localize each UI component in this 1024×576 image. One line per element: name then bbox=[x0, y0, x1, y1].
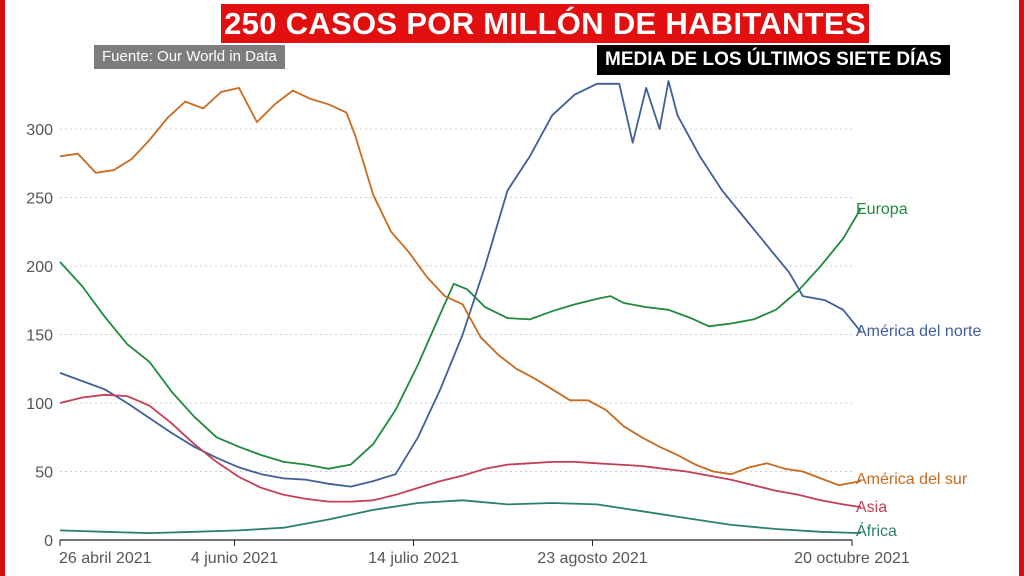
left-frame-border bbox=[0, 0, 5, 576]
series-line-america-del-norte bbox=[59, 80, 862, 488]
y-tick-label: 100 bbox=[26, 396, 53, 413]
x-tick-label: 26 abril 2021 bbox=[59, 550, 152, 567]
y-tick-label: 50 bbox=[35, 465, 53, 482]
series-line-america-del-sur bbox=[59, 87, 862, 487]
series-label-america-del-sur: América del sur bbox=[856, 471, 968, 488]
x-tick-label: 23 agosto 2021 bbox=[537, 550, 647, 567]
series-line-europa bbox=[59, 208, 862, 470]
x-tick-label: 20 octubre 2021 bbox=[794, 550, 910, 567]
y-tick-label: 150 bbox=[26, 328, 53, 345]
x-tick-label: 14 julio 2021 bbox=[368, 550, 459, 567]
source-label: Fuente: Our World in Data bbox=[94, 45, 285, 69]
series-label-asia: Asia bbox=[856, 499, 887, 516]
chart-title: 250 CASOS POR MILLÓN DE HABITANTES bbox=[221, 4, 869, 43]
y-tick-label: 200 bbox=[26, 259, 53, 276]
right-frame-border bbox=[1019, 0, 1024, 576]
series-label-europa: Europa bbox=[856, 201, 908, 218]
y-tick-label: 250 bbox=[26, 191, 53, 208]
y-tick-label: 300 bbox=[26, 122, 53, 139]
series-label-africa: África bbox=[856, 521, 897, 540]
series-label-america-del-norte: América del norte bbox=[856, 323, 981, 340]
chart-subtitle: MEDIA DE LOS ÚLTIMOS SIETE DÍAS bbox=[597, 45, 950, 75]
series-line-africa bbox=[59, 499, 861, 534]
series-line-asia bbox=[59, 393, 862, 508]
x-tick-label: 4 junio 2021 bbox=[191, 550, 278, 567]
y-tick-label: 0 bbox=[44, 533, 53, 550]
